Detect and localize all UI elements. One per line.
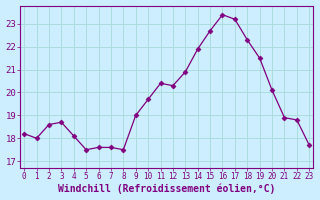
X-axis label: Windchill (Refroidissement éolien,°C): Windchill (Refroidissement éolien,°C) — [58, 184, 276, 194]
